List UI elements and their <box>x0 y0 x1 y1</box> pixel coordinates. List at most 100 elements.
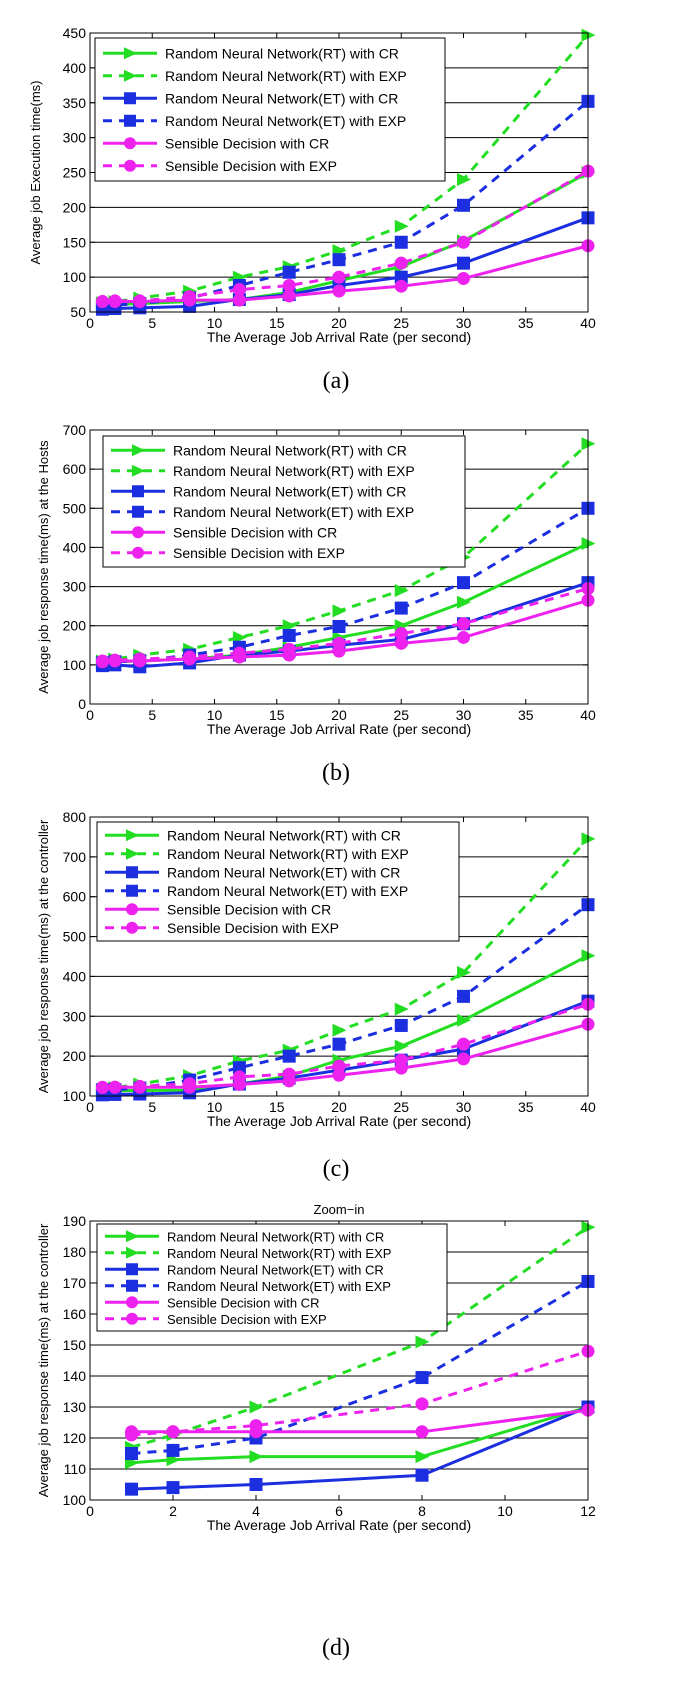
data-point <box>249 1400 264 1414</box>
x-tick-label: 35 <box>518 1099 534 1115</box>
data-point <box>108 294 122 308</box>
data-point <box>125 1447 138 1460</box>
x-tick-label: 0 <box>86 1503 94 1519</box>
x-tick-label: 20 <box>331 707 347 723</box>
data-point <box>125 1482 138 1496</box>
series-line-1 <box>102 837 590 1091</box>
data-point <box>415 1468 429 1482</box>
legend-box <box>96 1223 448 1332</box>
legend-label-5: Sensible Decision with EXP <box>167 1312 327 1327</box>
legend-box <box>102 435 466 568</box>
legend-marker-4 <box>126 1296 138 1309</box>
y-tick-label: 450 <box>63 25 87 41</box>
data-point <box>133 652 147 666</box>
legend-marker-4 <box>132 526 144 539</box>
legend-marker-3 <box>124 114 136 127</box>
data-point <box>332 253 346 267</box>
legend-marker-1 <box>124 69 137 82</box>
axes-frame <box>89 1220 589 1501</box>
legend: Random Neural Network(RT) with CR Random … <box>96 1223 448 1332</box>
chart-d-svg: 100 110 120 130 140 150 160 170 180 190 0 2 4 6 8 10 12 R… <box>36 1202 596 1661</box>
legend-label-4: Sensible Decision with CR <box>167 901 331 917</box>
chart-panel-b: 0 100 200 300 400 500 600 700 0 5 10 15 20 25 30 35 40 Ra… <box>0 410 673 805</box>
x-tick-label: 10 <box>207 707 223 723</box>
legend-marker-0 <box>124 47 137 60</box>
y-tick-label: 500 <box>63 929 87 945</box>
legend-marker-5 <box>124 159 136 172</box>
y-tick-label: 170 <box>63 1275 87 1291</box>
x-axis-label: The Average Job Arrival Rate (per second… <box>207 721 471 737</box>
x-tick-label: 40 <box>580 707 596 723</box>
legend-label-1: Random Neural Network(RT) with EXP <box>165 68 407 84</box>
data-point <box>415 1335 430 1349</box>
legend-box <box>94 37 446 182</box>
data-point <box>457 965 471 979</box>
y-tick-label: 150 <box>63 234 87 250</box>
data-point <box>232 1070 246 1084</box>
data-point <box>332 604 347 618</box>
legend-label-3: Random Neural Network(ET) with EXP <box>167 1279 391 1294</box>
y-axis-label: Average job response time(ms) at the con… <box>36 819 51 1093</box>
legend-marker-2 <box>126 1263 138 1276</box>
series-5 <box>95 997 595 1095</box>
data-point <box>183 290 197 304</box>
legend-label-2: Random Neural Network(ET) with CR <box>167 1262 384 1277</box>
legend: Random Neural Network(RT) with CR Random … <box>96 821 460 942</box>
legend-marker-3 <box>126 1279 138 1292</box>
y-tick-label: 300 <box>63 130 87 146</box>
y-tick-label: 200 <box>63 1048 87 1064</box>
data-point <box>394 1053 408 1067</box>
axes-frame <box>89 816 589 1097</box>
legend-label-0: Random Neural Network(RT) with CR <box>167 1229 384 1244</box>
legend-marker-5 <box>132 546 144 559</box>
x-axis-label: The Average Job Arrival Rate (per second… <box>207 1517 471 1533</box>
series-line-3 <box>102 100 589 308</box>
legend-label-4: Sensible Decision with CR <box>173 524 337 540</box>
data-point <box>282 289 296 303</box>
chart-b-svg: 0 100 200 300 400 500 600 700 0 5 10 15 20 25 30 35 40 Ra… <box>36 422 596 786</box>
legend-marker-2 <box>132 485 144 498</box>
data-point <box>282 278 296 292</box>
legend-marker-3 <box>132 505 144 518</box>
y-tick-label: 100 <box>63 657 87 673</box>
data-point <box>108 653 122 667</box>
x-tick-label: 6 <box>335 1503 343 1519</box>
data-point <box>457 1052 470 1066</box>
data-point <box>415 1397 429 1411</box>
x-tick-label: 15 <box>269 707 285 723</box>
data-point <box>457 989 470 1003</box>
data-point <box>332 270 346 284</box>
data-point <box>133 1079 147 1093</box>
y-tick-label: 350 <box>63 95 87 111</box>
legend-label-0: Random Neural Network(RT) with CR <box>165 45 399 61</box>
data-point <box>457 198 470 212</box>
data-point <box>394 1018 408 1032</box>
data-point <box>457 617 470 631</box>
data-point <box>249 1419 263 1433</box>
x-tick-label: 35 <box>518 707 534 723</box>
y-tick-label: 100 <box>63 269 87 285</box>
data-point <box>282 265 296 279</box>
data-point <box>249 1450 264 1464</box>
legend-label-4: Sensible Decision with CR <box>165 135 329 151</box>
series-line-5 <box>102 1002 589 1090</box>
data-point <box>457 1037 470 1051</box>
data-point <box>394 279 408 293</box>
legend-marker-5 <box>126 921 138 934</box>
data-point <box>282 642 296 656</box>
y-tick-label: 200 <box>63 199 87 215</box>
data-point <box>166 1481 180 1495</box>
x-tick-label: 40 <box>580 1099 596 1115</box>
x-tick-label: 20 <box>331 315 347 331</box>
data-point <box>232 293 246 307</box>
series-line-2 <box>102 999 589 1097</box>
panel-caption: (b) <box>322 760 350 786</box>
legend-label-4: Sensible Decision with CR <box>167 1295 319 1310</box>
legend-marker-1 <box>132 464 145 477</box>
x-axis-label: The Average Job Arrival Rate (per second… <box>207 1113 471 1129</box>
axes-frame <box>89 32 589 313</box>
x-tick-label: 30 <box>456 315 472 331</box>
data-point <box>457 256 470 270</box>
panel-caption: (d) <box>322 1635 350 1661</box>
y-tick-label: 700 <box>63 849 87 865</box>
